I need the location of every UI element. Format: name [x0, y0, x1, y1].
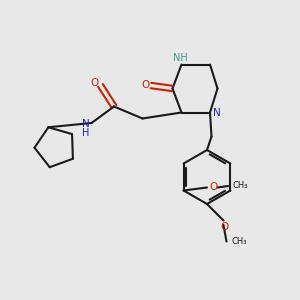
Text: O: O [221, 221, 229, 232]
Text: CH₃: CH₃ [231, 237, 247, 246]
Text: O: O [209, 182, 217, 192]
Text: NH: NH [173, 53, 188, 63]
Text: N: N [82, 118, 89, 129]
Text: H: H [82, 128, 89, 138]
Text: O: O [90, 78, 99, 88]
Text: N: N [213, 107, 220, 118]
Text: CH₃: CH₃ [233, 182, 248, 190]
Text: O: O [141, 80, 150, 90]
